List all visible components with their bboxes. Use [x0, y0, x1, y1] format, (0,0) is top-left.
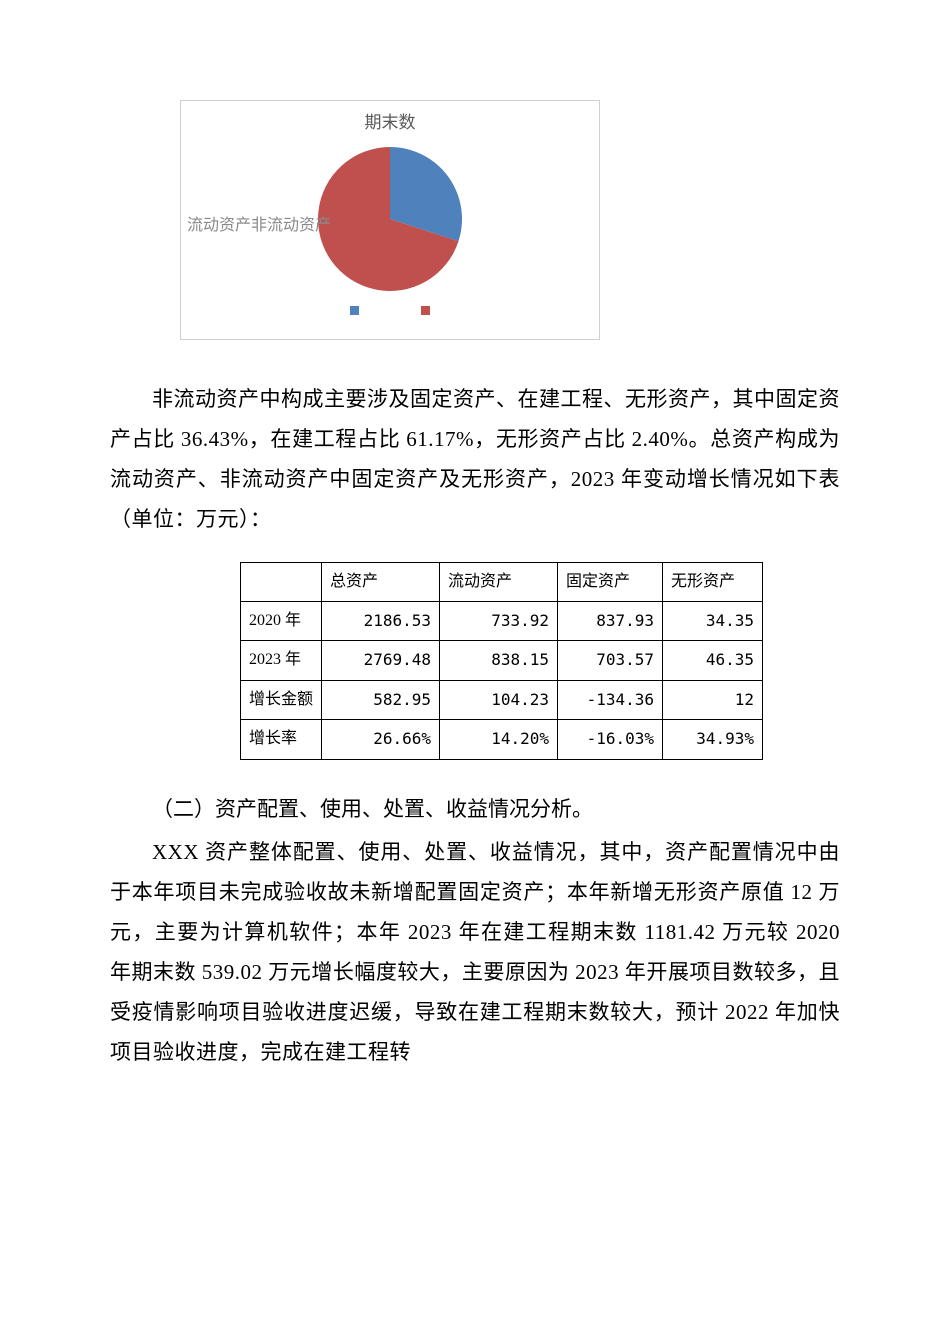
paragraph-1: 非流动资产中构成主要涉及固定资产、在建工程、无形资产，其中固定资产占比 36.4…: [110, 380, 840, 540]
row-label: 增长率: [241, 720, 322, 759]
cell: 703.57: [558, 641, 663, 680]
cell: 837.93: [558, 601, 663, 640]
asset-growth-table: 总资产 流动资产 固定资产 无形资产 2020 年2186.53733.9283…: [240, 562, 763, 760]
cell: 14.20%: [440, 720, 558, 759]
table-row: 增长率26.66%14.20%-16.03%34.93%: [241, 720, 763, 759]
table-header-total: 总资产: [322, 562, 440, 601]
row-label: 2023 年: [241, 641, 322, 680]
table-header-row: 总资产 流动资产 固定资产 无形资产: [241, 562, 763, 601]
pie-left-label: 流动资产非流动资产: [187, 211, 331, 241]
asset-growth-table-wrap: 总资产 流动资产 固定资产 无形资产 2020 年2186.53733.9283…: [240, 562, 840, 760]
cell: 26.66%: [322, 720, 440, 759]
table-row: 2020 年2186.53733.92837.9334.35: [241, 601, 763, 640]
cell: -16.03%: [558, 720, 663, 759]
cell: 2769.48: [322, 641, 440, 680]
cell: 34.93%: [663, 720, 763, 759]
cell: 12: [663, 680, 763, 719]
table-header-intangible: 无形资产: [663, 562, 763, 601]
row-label: 2020 年: [241, 601, 322, 640]
section-heading-2: （二）资产配置、使用、处置、收益情况分析。: [110, 790, 840, 830]
table-header-current: 流动资产: [440, 562, 558, 601]
pie-chart-title: 期末数: [181, 107, 599, 139]
pie-chart-svg: [318, 147, 462, 291]
cell: 838.15: [440, 641, 558, 680]
legend-swatch-1: [350, 306, 359, 315]
cell: 733.92: [440, 601, 558, 640]
table-header-blank: [241, 562, 322, 601]
paragraph-2: XXX 资产整体配置、使用、处置、收益情况，其中，资产配置情况中由于本年项目未完…: [110, 833, 840, 1072]
legend-swatch-2: [421, 306, 430, 315]
pie-chart-container: 期末数 流动资产非流动资产: [180, 100, 600, 340]
pie-legend: [181, 289, 599, 329]
cell: 46.35: [663, 641, 763, 680]
cell: 104.23: [440, 680, 558, 719]
cell: 582.95: [322, 680, 440, 719]
cell: 2186.53: [322, 601, 440, 640]
row-label: 增长金额: [241, 680, 322, 719]
table-header-fixed: 固定资产: [558, 562, 663, 601]
table-row: 增长金额582.95104.23-134.3612: [241, 680, 763, 719]
cell: 34.35: [663, 601, 763, 640]
table-row: 2023 年2769.48838.15703.5746.35: [241, 641, 763, 680]
cell: -134.36: [558, 680, 663, 719]
